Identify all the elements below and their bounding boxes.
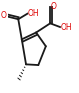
Text: OH: OH <box>61 23 72 32</box>
Text: O: O <box>51 2 57 11</box>
Text: O: O <box>0 11 6 20</box>
Text: OH: OH <box>28 9 40 18</box>
